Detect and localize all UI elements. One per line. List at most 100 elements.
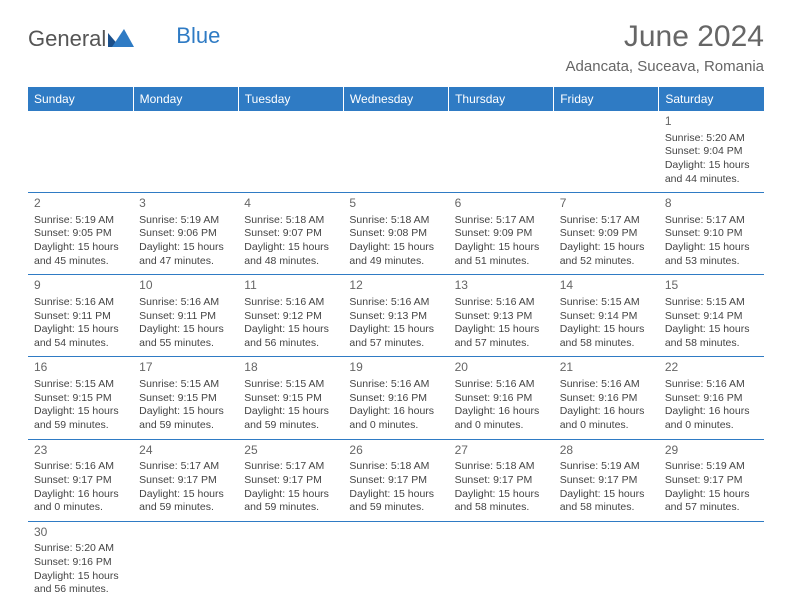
daylight-text: Daylight: 15 hours and 55 minutes. [139,323,232,350]
calendar-week-row: 16Sunrise: 5:15 AMSunset: 9:15 PMDayligh… [28,357,764,439]
sunrise-text: Sunrise: 5:19 AM [560,460,653,474]
daylight-text: Daylight: 15 hours and 48 minutes. [244,241,337,268]
sunset-text: Sunset: 9:09 PM [560,227,653,241]
calendar-week-row: 9Sunrise: 5:16 AMSunset: 9:11 PMDaylight… [28,275,764,357]
calendar-cell: 23Sunrise: 5:16 AMSunset: 9:17 PMDayligh… [28,439,133,521]
month-title: June 2024 [566,20,764,54]
calendar-cell: 25Sunrise: 5:17 AMSunset: 9:17 PMDayligh… [238,439,343,521]
logo-graphic-icon [108,27,134,53]
calendar-cell: 3Sunrise: 5:19 AMSunset: 9:06 PMDaylight… [133,193,238,275]
daylight-text: Daylight: 15 hours and 59 minutes. [244,405,337,432]
daylight-text: Daylight: 15 hours and 56 minutes. [34,570,127,597]
calendar-cell: 16Sunrise: 5:15 AMSunset: 9:15 PMDayligh… [28,357,133,439]
logo: General Blue [28,20,220,52]
day-number: 23 [34,443,127,459]
daylight-text: Daylight: 15 hours and 58 minutes. [665,323,758,350]
sunrise-text: Sunrise: 5:18 AM [455,460,548,474]
daylight-text: Daylight: 15 hours and 59 minutes. [34,405,127,432]
sunrise-text: Sunrise: 5:15 AM [244,378,337,392]
daylight-text: Daylight: 16 hours and 0 minutes. [34,488,127,515]
calendar-cell: 17Sunrise: 5:15 AMSunset: 9:15 PMDayligh… [133,357,238,439]
day-number: 22 [665,360,758,376]
sunrise-text: Sunrise: 5:15 AM [560,296,653,310]
calendar-week-row: 1 Sunrise: 5:20 AMSunset: 9:04 PMDaylight… [28,111,764,193]
calendar-cell: 1 Sunrise: 5:20 AMSunset: 9:04 PMDaylight… [659,111,764,193]
calendar-cell [238,111,343,193]
day-number: 25 [244,443,337,459]
calendar-cell: 8Sunrise: 5:17 AMSunset: 9:10 PMDaylight… [659,193,764,275]
daylight-text: Daylight: 15 hours and 44 minutes. [665,159,758,186]
calendar-cell: 18Sunrise: 5:15 AMSunset: 9:15 PMDayligh… [238,357,343,439]
sunrise-text: Sunrise: 5:15 AM [34,378,127,392]
daylight-text: Daylight: 15 hours and 56 minutes. [244,323,337,350]
day-number: 27 [455,443,548,459]
sunrise-text: Sunrise: 5:16 AM [34,296,127,310]
day-number: 7 [560,196,653,212]
daylight-text: Daylight: 15 hours and 59 minutes. [244,488,337,515]
day-number: 14 [560,278,653,294]
weekday-header: Friday [554,87,659,111]
sunset-text: Sunset: 9:05 PM [34,227,127,241]
calendar-cell: 26Sunrise: 5:18 AMSunset: 9:17 PMDayligh… [343,439,448,521]
calendar-cell [659,521,764,603]
sunrise-text: Sunrise: 5:17 AM [455,214,548,228]
calendar-cell [554,521,659,603]
sunrise-text: Sunrise: 5:19 AM [139,214,232,228]
weekday-header: Tuesday [238,87,343,111]
sunset-text: Sunset: 9:09 PM [455,227,548,241]
day-number: 20 [455,360,548,376]
calendar-cell: 21Sunrise: 5:16 AMSunset: 9:16 PMDayligh… [554,357,659,439]
sunrise-text: Sunrise: 5:20 AM [665,132,758,146]
day-number: 26 [349,443,442,459]
sunrise-text: Sunrise: 5:16 AM [560,378,653,392]
sunset-text: Sunset: 9:17 PM [34,474,127,488]
calendar-cell: 30Sunrise: 5:20 AMSunset: 9:16 PMDayligh… [28,521,133,603]
calendar-cell: 19Sunrise: 5:16 AMSunset: 9:16 PMDayligh… [343,357,448,439]
sunset-text: Sunset: 9:11 PM [139,310,232,324]
sunset-text: Sunset: 9:11 PM [34,310,127,324]
calendar-cell: 22Sunrise: 5:16 AMSunset: 9:16 PMDayligh… [659,357,764,439]
day-number: 19 [349,360,442,376]
calendar-cell [238,521,343,603]
sunset-text: Sunset: 9:04 PM [665,145,758,159]
sunset-text: Sunset: 9:17 PM [349,474,442,488]
calendar-cell: 9Sunrise: 5:16 AMSunset: 9:11 PMDaylight… [28,275,133,357]
calendar-week-row: 23Sunrise: 5:16 AMSunset: 9:17 PMDayligh… [28,439,764,521]
sunset-text: Sunset: 9:16 PM [34,556,127,570]
daylight-text: Daylight: 15 hours and 57 minutes. [665,488,758,515]
sunset-text: Sunset: 9:07 PM [244,227,337,241]
calendar-cell: 15Sunrise: 5:15 AMSunset: 9:14 PMDayligh… [659,275,764,357]
sunrise-text: Sunrise: 5:16 AM [34,460,127,474]
day-number: 1 [665,114,758,130]
sunset-text: Sunset: 9:12 PM [244,310,337,324]
day-number: 3 [139,196,232,212]
sunrise-text: Sunrise: 5:16 AM [455,378,548,392]
sunrise-text: Sunrise: 5:17 AM [139,460,232,474]
calendar-cell: 6Sunrise: 5:17 AMSunset: 9:09 PMDaylight… [449,193,554,275]
daylight-text: Daylight: 15 hours and 58 minutes. [560,323,653,350]
daylight-text: Daylight: 15 hours and 59 minutes. [139,405,232,432]
sunset-text: Sunset: 9:16 PM [560,392,653,406]
calendar-cell [343,521,448,603]
sunrise-text: Sunrise: 5:18 AM [349,214,442,228]
calendar-cell: 2Sunrise: 5:19 AMSunset: 9:05 PMDaylight… [28,193,133,275]
sunrise-text: Sunrise: 5:16 AM [665,378,758,392]
daylight-text: Daylight: 15 hours and 47 minutes. [139,241,232,268]
calendar-cell: 11Sunrise: 5:16 AMSunset: 9:12 PMDayligh… [238,275,343,357]
calendar-cell: 28Sunrise: 5:19 AMSunset: 9:17 PMDayligh… [554,439,659,521]
sunrise-text: Sunrise: 5:19 AM [34,214,127,228]
sunset-text: Sunset: 9:14 PM [560,310,653,324]
calendar-cell: 13Sunrise: 5:16 AMSunset: 9:13 PMDayligh… [449,275,554,357]
daylight-text: Daylight: 15 hours and 51 minutes. [455,241,548,268]
sunrise-text: Sunrise: 5:17 AM [665,214,758,228]
sunset-text: Sunset: 9:16 PM [665,392,758,406]
calendar-cell: 5Sunrise: 5:18 AMSunset: 9:08 PMDaylight… [343,193,448,275]
day-number: 30 [34,525,127,541]
sunset-text: Sunset: 9:15 PM [34,392,127,406]
logo-text-blue: Blue [176,23,220,49]
calendar-cell: 27Sunrise: 5:18 AMSunset: 9:17 PMDayligh… [449,439,554,521]
day-number: 11 [244,278,337,294]
calendar-cell [343,111,448,193]
sunrise-text: Sunrise: 5:16 AM [349,296,442,310]
daylight-text: Daylight: 15 hours and 45 minutes. [34,241,127,268]
